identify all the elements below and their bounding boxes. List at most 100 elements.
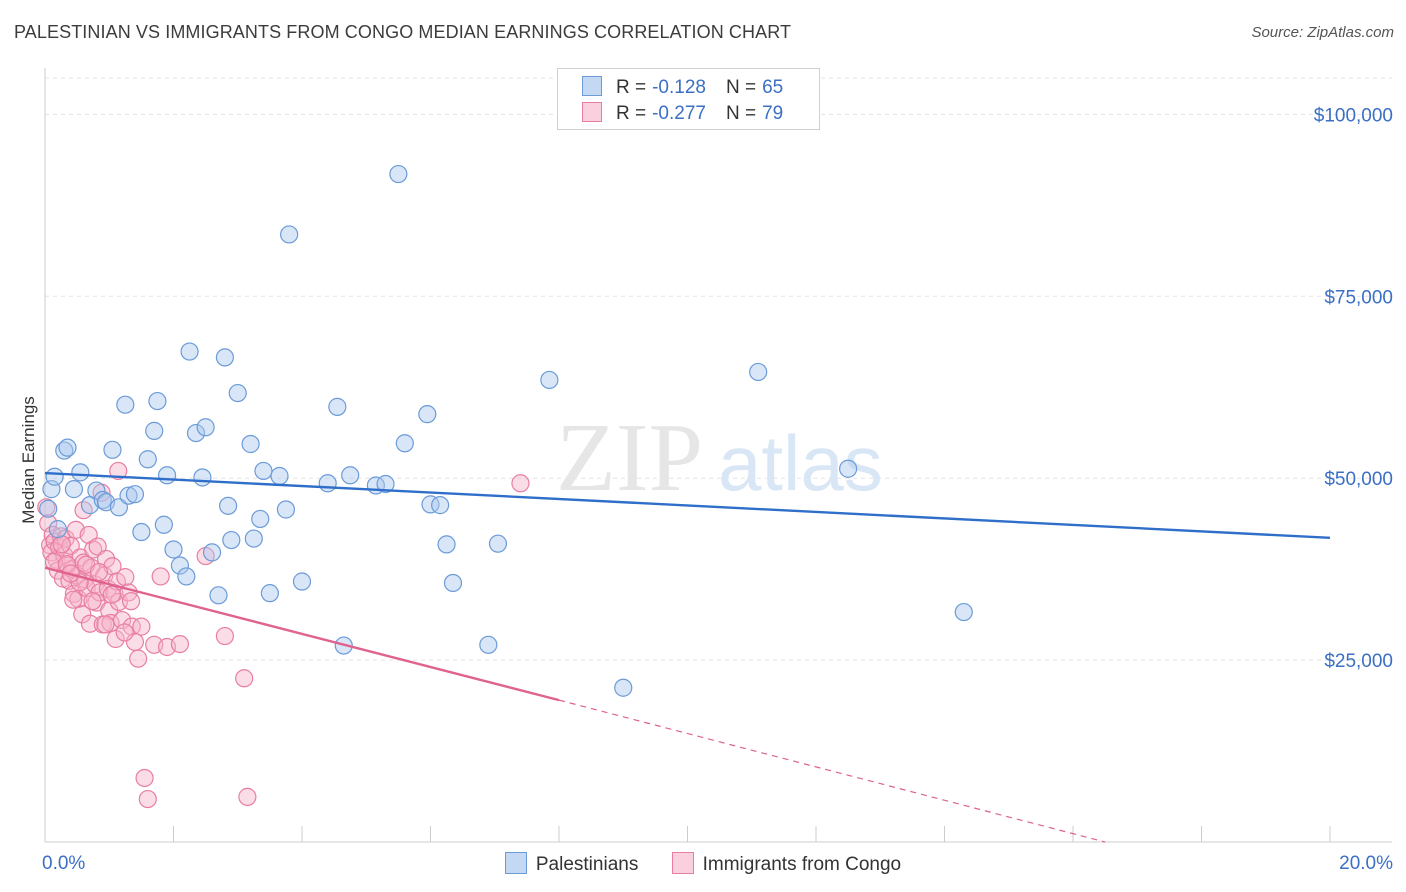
- palestinian-point: [270, 466, 289, 486]
- trend-lines: [44, 471, 1331, 843]
- bottom-legend-label: Immigrants from Congo: [702, 854, 902, 875]
- legend-n-value: 79: [762, 103, 784, 124]
- legend-row-palestinians: R = -0.128 N = 65: [582, 76, 783, 100]
- congo-point: [106, 629, 125, 649]
- congo-point: [151, 567, 170, 586]
- palestinian-point: [418, 405, 437, 424]
- y-tick-label: $100,000: [1314, 105, 1393, 126]
- congo-point: [80, 614, 100, 633]
- watermark-zip: ZIP: [556, 404, 703, 512]
- x-tick-label-max: 20.0%: [1339, 853, 1393, 874]
- legend-n-label: N =: [725, 103, 757, 124]
- legend-n-value: 65: [762, 77, 784, 98]
- palestinian-point: [180, 342, 199, 361]
- chart-title: PALESTINIAN VS IMMIGRANTS FROM CONGO MED…: [14, 22, 792, 42]
- congo-point: [83, 592, 102, 611]
- palestinian-point: [209, 586, 228, 605]
- bottom-legend-swatch-pink: [671, 852, 694, 874]
- palestinian-point: [251, 509, 270, 529]
- legend-r-value: -0.128: [652, 77, 706, 98]
- palestinian-point: [292, 572, 312, 591]
- y-axis-title: Median Earnings: [19, 396, 38, 524]
- palestinian-point: [138, 450, 157, 469]
- palestinian-point: [389, 164, 408, 184]
- palestinian-point: [395, 434, 414, 453]
- congo-point: [132, 617, 151, 636]
- bottom-legend-palestinians: Palestinians: [504, 852, 639, 876]
- palestinian-point: [58, 438, 77, 457]
- grid-lines: [45, 77, 1392, 661]
- legend-r-value: -0.277: [652, 103, 706, 124]
- palestinian-point: [48, 520, 67, 539]
- palestinian-point: [148, 391, 167, 411]
- palestinian-point: [341, 466, 360, 485]
- palestinian-point: [749, 362, 768, 382]
- palestinian-point: [186, 423, 206, 443]
- palestinian-point: [260, 584, 279, 603]
- congo-point: [64, 590, 83, 609]
- chart-source: Source: ZipAtlas.com: [1251, 24, 1394, 41]
- palestinian-point: [132, 522, 151, 542]
- bottom-legend: Palestinians Immigrants from Congo: [0, 852, 1406, 876]
- palestinian-point: [71, 463, 90, 482]
- palestinian-point: [276, 500, 296, 519]
- congo-trend-line: [44, 566, 560, 702]
- palestinian-point: [244, 529, 263, 548]
- palestinian-point: [215, 348, 234, 367]
- palestinian-point: [193, 468, 212, 487]
- congo-point: [116, 568, 135, 587]
- palestinian-point: [154, 515, 173, 534]
- legend-row-congo: R = -0.277 N = 79: [582, 102, 783, 126]
- bottom-legend-label: Palestinians: [535, 854, 639, 875]
- series-palestinians-points: [39, 164, 973, 697]
- palestinian-point: [443, 573, 463, 593]
- palestinian-point: [39, 499, 58, 518]
- y-tick-label: $25,000: [1324, 651, 1393, 672]
- watermark: ZIP atlas: [556, 404, 883, 512]
- congo-point: [39, 514, 58, 533]
- congo-point: [235, 669, 254, 688]
- palestinian-point: [119, 486, 138, 505]
- palestinians-trend-line: [44, 471, 1331, 540]
- congo-point: [121, 592, 141, 611]
- palestinian-point: [55, 441, 74, 460]
- congo-point: [73, 605, 92, 624]
- palestinian-point: [479, 635, 498, 654]
- congo-point: [52, 535, 71, 554]
- palestinian-point: [219, 496, 238, 515]
- palestinian-point: [280, 225, 299, 244]
- palestinian-point: [157, 466, 177, 485]
- congo-point: [511, 474, 530, 493]
- palestinian-point: [109, 498, 128, 517]
- palestinian-point: [116, 395, 135, 414]
- x-tick-label-min: 0.0%: [42, 853, 85, 874]
- watermark-atlas: atlas: [718, 419, 883, 507]
- palestinian-point: [431, 496, 450, 515]
- palestinian-point: [488, 534, 508, 553]
- palestinian-point: [614, 678, 633, 697]
- palestinian-point: [437, 535, 456, 554]
- legend-box: R = -0.128 N = 65 R = -0.277 N = 79: [557, 68, 820, 130]
- congo-point: [115, 623, 134, 642]
- palestinian-point: [87, 481, 106, 500]
- palestinian-point: [228, 383, 247, 403]
- palestinian-point: [64, 480, 84, 499]
- y-tick-label: $50,000: [1324, 469, 1393, 490]
- congo-point: [238, 787, 257, 806]
- congo-trend-extension: [558, 699, 1106, 843]
- axis-labels: $25,000 $50,000 $75,000 $100,000 0.0% 20.0%: [42, 105, 1393, 874]
- palestinian-point: [318, 474, 337, 493]
- palestinian-point: [164, 540, 183, 559]
- congo-point: [109, 461, 128, 481]
- palestinian-point: [954, 602, 973, 622]
- congo-point: [102, 585, 121, 604]
- congo-point: [96, 615, 115, 634]
- axes: [44, 68, 1392, 843]
- palestinian-point: [45, 467, 64, 486]
- palestinian-point: [93, 490, 112, 510]
- congo-point: [215, 626, 234, 646]
- palestinian-point: [103, 440, 122, 459]
- palestinian-point: [241, 434, 260, 454]
- series-congo-points: [37, 461, 530, 809]
